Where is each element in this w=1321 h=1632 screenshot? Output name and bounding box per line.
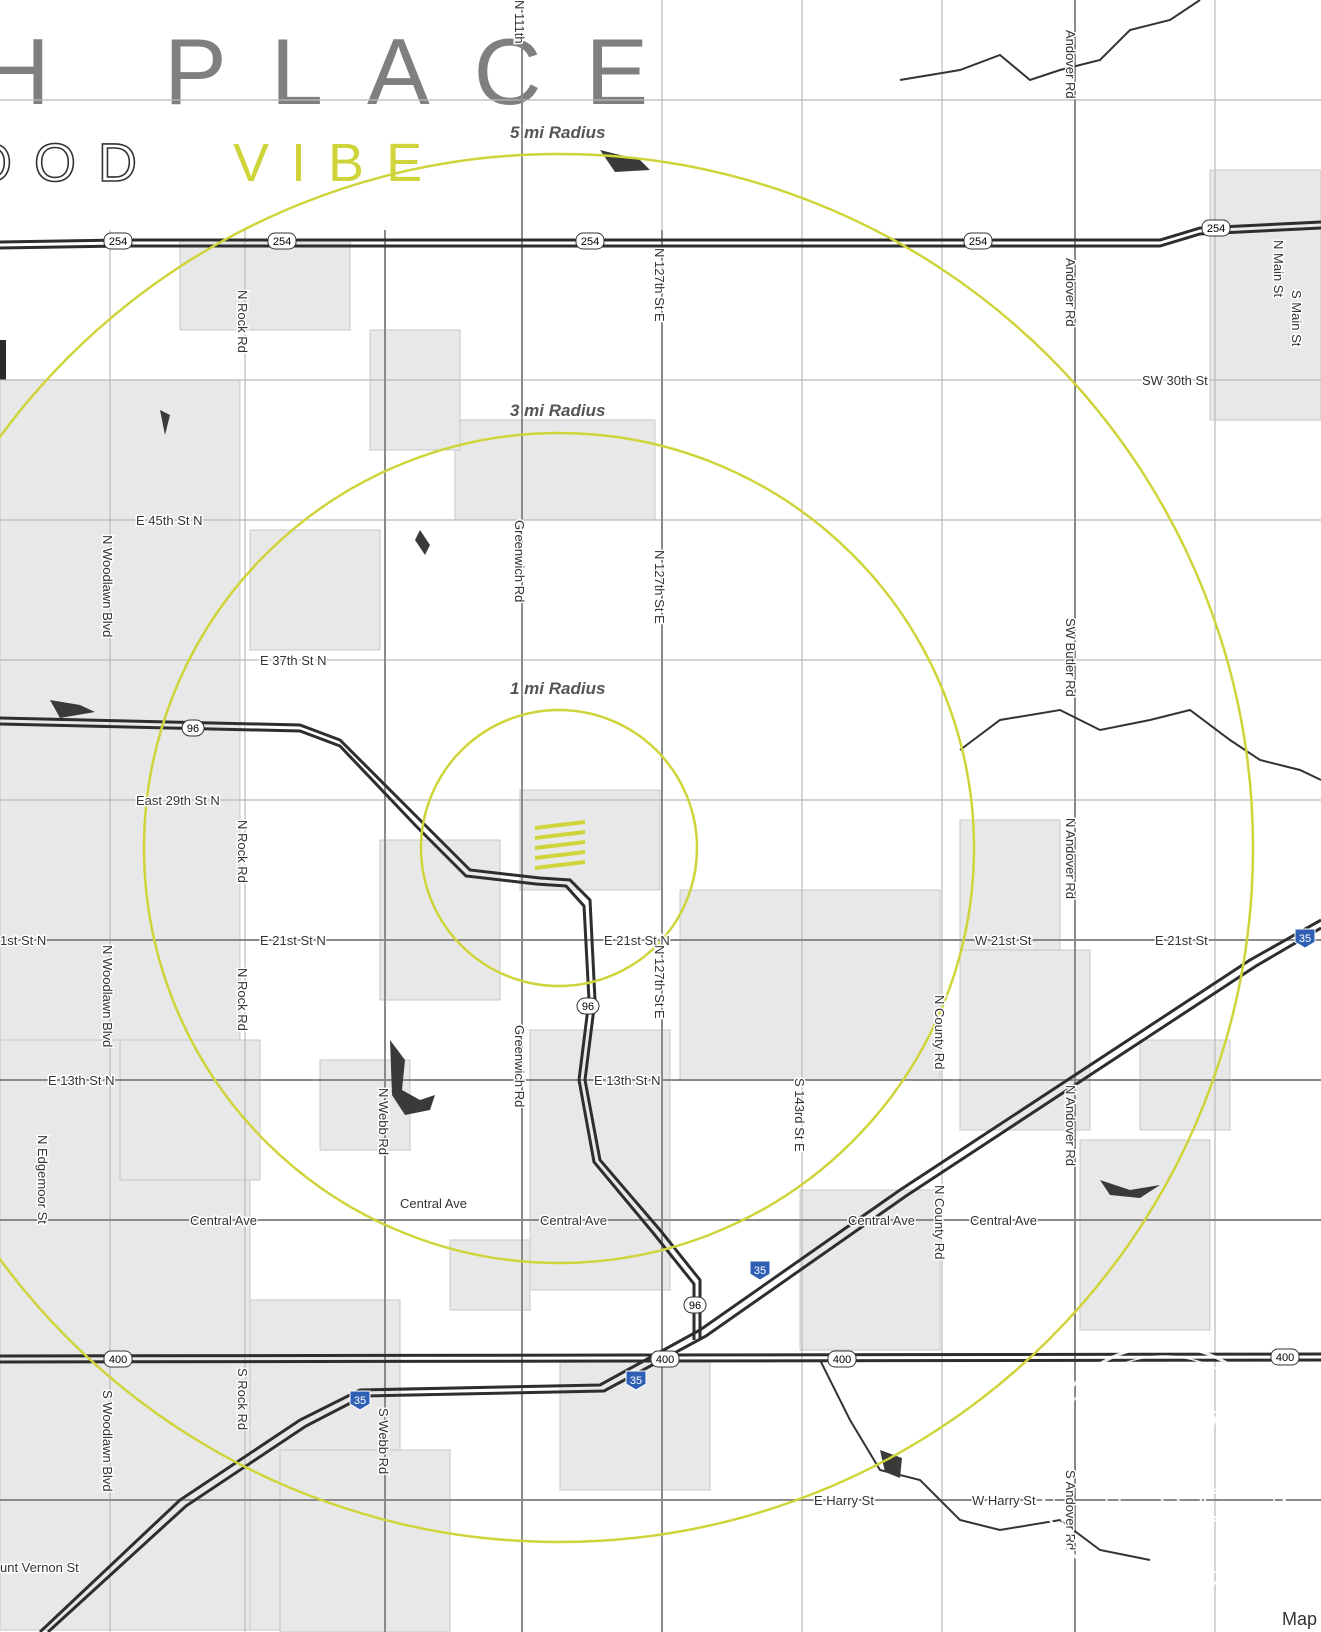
street-label: E 13th St N xyxy=(48,1073,114,1088)
street-label: East 29th St N xyxy=(136,793,220,808)
street-label: N County Rd xyxy=(932,1185,947,1259)
shield-us400: 400 xyxy=(1276,1352,1294,1364)
shield-us254: 254 xyxy=(109,236,127,248)
shield-us254: 254 xyxy=(581,236,599,248)
kwc-logo: K W C xyxy=(1038,1344,1290,1596)
street-label: S Rock Rd xyxy=(235,1368,250,1430)
street-label: N 127th St E xyxy=(652,550,667,624)
street-label: S Woodlawn Blvd xyxy=(100,1390,115,1492)
street-label: W Harry St xyxy=(972,1493,1036,1508)
residential-areas xyxy=(0,169,1321,1632)
header-subtitle-outline: OOD xyxy=(0,132,160,194)
street-label: N Woodlawn Blvd xyxy=(100,535,115,637)
shield-us254: 254 xyxy=(1207,223,1225,235)
street-label: Andover Rd xyxy=(1063,258,1078,327)
shield-i35: 35 xyxy=(754,1265,766,1277)
street-label: Greenwich Rd xyxy=(512,1025,527,1107)
street-label: E Harry St xyxy=(814,1493,874,1508)
shield-us254: 254 xyxy=(273,236,291,248)
shield-i35: 35 xyxy=(630,1375,642,1387)
ring-label-5mi: 5 mi Radius xyxy=(510,123,605,142)
street-label: SW Butler Rd xyxy=(1063,618,1078,697)
street-label: Andover Rd xyxy=(1063,30,1078,99)
street-label: S Andover Rd xyxy=(1063,1470,1078,1550)
street-label: N 111th xyxy=(512,0,527,44)
street-label: N Rock Rd xyxy=(235,290,250,353)
street-label: SW 30th St xyxy=(1142,373,1208,388)
street-label: Central Ave xyxy=(400,1196,467,1211)
svg-text:C: C xyxy=(1198,1481,1230,1530)
shield-us400: 400 xyxy=(656,1354,674,1366)
street-label: E 13th St N xyxy=(594,1073,660,1088)
shield-ks96: 96 xyxy=(582,1001,594,1013)
street-label: S Webb Rd xyxy=(376,1408,391,1474)
header-subtitle: OOD VIBE xyxy=(0,132,444,194)
street-label: N Webb Rd xyxy=(376,1088,391,1155)
shield-ks96: 96 xyxy=(187,723,199,735)
shield-ks96: 96 xyxy=(689,1300,701,1312)
street-label: W 21st St xyxy=(975,933,1032,948)
street-label: E 21st St xyxy=(1155,933,1208,948)
street-label: N 127th St E xyxy=(652,945,667,1019)
ring-label-3mi: 3 mi Radius xyxy=(510,401,605,420)
street-label: E 21st St N xyxy=(604,933,670,948)
shield-i35: 35 xyxy=(1299,933,1311,945)
street-label: E 45th St N xyxy=(136,513,202,528)
street-label: Central Ave xyxy=(190,1213,257,1228)
street-label: N Andover Rd xyxy=(1063,1085,1078,1166)
creeks xyxy=(819,0,1321,1561)
street-label: N Main St xyxy=(1271,240,1286,297)
shield-i35: 35 xyxy=(354,1395,366,1407)
shield-us254: 254 xyxy=(969,236,987,248)
street-label: N Andover Rd xyxy=(1063,818,1078,899)
route-shields: 254 254 254 254 254 96 96 96 400 400 400… xyxy=(103,219,1316,1411)
street-label: Greenwich Rd xyxy=(512,520,527,602)
header-subtitle-accent: VIBE xyxy=(233,133,445,193)
site-marker[interactable] xyxy=(534,820,586,870)
street-label: N 127th St E xyxy=(652,248,667,322)
street-label: unt Vernon St xyxy=(0,1560,79,1575)
highways xyxy=(0,220,1321,1632)
street-label: E 21st St N xyxy=(260,933,326,948)
street-label: S 143rd St E xyxy=(792,1078,807,1152)
street-label: S Main St xyxy=(1289,290,1304,347)
street-label: N Woodlawn Blvd xyxy=(100,945,115,1047)
shield-us400: 400 xyxy=(833,1354,851,1366)
street-label: 1st St N xyxy=(0,933,46,948)
ring-label-1mi: 1 mi Radius xyxy=(510,679,605,698)
shield-us400: 400 xyxy=(109,1354,127,1366)
street-label: E 37th St N xyxy=(260,653,326,668)
radius-rings xyxy=(0,152,1255,1544)
svg-text:K: K xyxy=(1095,1383,1188,1540)
svg-text:W: W xyxy=(1195,1403,1237,1452)
street-label: Central Ave xyxy=(970,1213,1037,1228)
street-label: N Rock Rd xyxy=(235,968,250,1031)
header-title: H PLACE xyxy=(0,19,693,124)
ponds xyxy=(50,150,1160,1478)
street-label: Central Ave xyxy=(540,1213,607,1228)
map-attribution[interactable]: Map xyxy=(1277,1607,1321,1632)
street-label: Central Ave xyxy=(848,1213,915,1228)
street-label: N Edgemoor St xyxy=(35,1135,50,1224)
street-label: N Rock Rd xyxy=(235,820,250,883)
street-label: N County Rd xyxy=(932,995,947,1069)
